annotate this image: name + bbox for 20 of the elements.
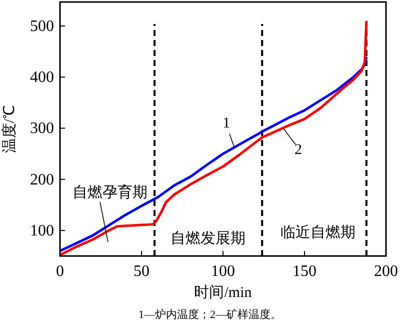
y-tick-label: 500 bbox=[30, 18, 54, 36]
x-axis-title: 时间/min bbox=[194, 284, 252, 301]
y-tick-label: 300 bbox=[30, 120, 54, 138]
y-axis-title: 温度/℃ bbox=[1, 104, 18, 154]
line-series bbox=[58, 20, 368, 256]
annotation: 2 bbox=[294, 142, 302, 158]
y-tick-label: 100 bbox=[30, 222, 54, 240]
x-tick-label: 50 bbox=[134, 263, 150, 280]
x-tick-label: 100 bbox=[211, 263, 235, 280]
annotation: 1 bbox=[222, 116, 230, 132]
x-tick-label: 200 bbox=[374, 263, 398, 280]
x-tick-label: 150 bbox=[292, 263, 316, 280]
annotation: 自燃发展期 bbox=[170, 229, 246, 247]
annotation: 临近自燃期 bbox=[280, 223, 356, 241]
x-tick-label: 0 bbox=[56, 263, 64, 280]
line-series bbox=[58, 55, 368, 252]
y-tick-label: 200 bbox=[30, 171, 54, 188]
text: 1—炉内温度；2—矿样温度。 bbox=[138, 308, 282, 321]
annotation: 自燃孕育期 bbox=[72, 183, 148, 201]
y-tick-label: 400 bbox=[30, 69, 54, 86]
